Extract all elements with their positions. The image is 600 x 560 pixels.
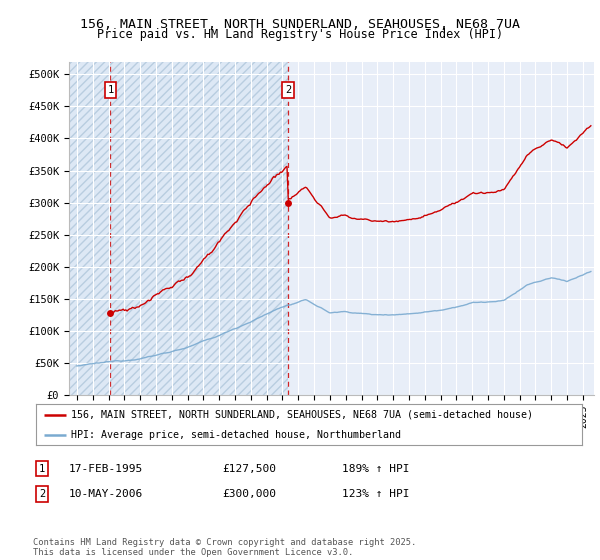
Text: 189% ↑ HPI: 189% ↑ HPI xyxy=(342,464,409,474)
Text: £127,500: £127,500 xyxy=(222,464,276,474)
Text: 2: 2 xyxy=(285,85,291,95)
Text: HPI: Average price, semi-detached house, Northumberland: HPI: Average price, semi-detached house,… xyxy=(71,431,401,440)
Text: Contains HM Land Registry data © Crown copyright and database right 2025.
This d: Contains HM Land Registry data © Crown c… xyxy=(33,538,416,557)
Text: 1: 1 xyxy=(39,464,45,474)
Text: 1: 1 xyxy=(107,85,113,95)
Text: 156, MAIN STREET, NORTH SUNDERLAND, SEAHOUSES, NE68 7UA: 156, MAIN STREET, NORTH SUNDERLAND, SEAH… xyxy=(80,18,520,31)
Text: 156, MAIN STREET, NORTH SUNDERLAND, SEAHOUSES, NE68 7UA (semi-detached house): 156, MAIN STREET, NORTH SUNDERLAND, SEAH… xyxy=(71,410,533,420)
Bar xyxy=(69,62,288,395)
Text: 123% ↑ HPI: 123% ↑ HPI xyxy=(342,489,409,499)
Text: Price paid vs. HM Land Registry's House Price Index (HPI): Price paid vs. HM Land Registry's House … xyxy=(97,28,503,41)
Text: 2: 2 xyxy=(39,489,45,499)
Text: 10-MAY-2006: 10-MAY-2006 xyxy=(69,489,143,499)
Text: £300,000: £300,000 xyxy=(222,489,276,499)
Text: 17-FEB-1995: 17-FEB-1995 xyxy=(69,464,143,474)
